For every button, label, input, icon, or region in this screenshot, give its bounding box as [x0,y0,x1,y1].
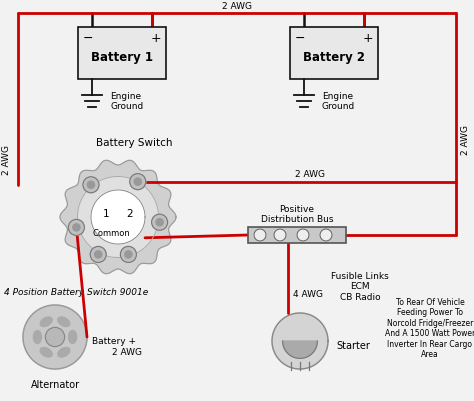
Circle shape [46,328,64,347]
Text: Fusible Links
ECM
CB Radio: Fusible Links ECM CB Radio [331,271,389,301]
Text: Engine
Ground: Engine Ground [322,92,355,111]
Ellipse shape [58,348,70,357]
Ellipse shape [40,348,52,357]
Circle shape [125,251,132,258]
Text: 2 AWG: 2 AWG [295,169,325,178]
Circle shape [320,229,332,241]
Circle shape [90,247,106,263]
Text: Positive
Distribution Bus: Positive Distribution Bus [261,204,333,223]
Polygon shape [91,190,145,245]
Polygon shape [60,161,176,274]
Ellipse shape [58,317,70,327]
Circle shape [120,247,137,263]
Text: −: − [295,31,305,45]
Circle shape [95,251,102,258]
Ellipse shape [33,331,41,344]
Text: +: + [151,31,161,45]
Circle shape [274,229,286,241]
Circle shape [68,220,84,236]
Circle shape [134,178,141,186]
Polygon shape [77,177,159,258]
Text: Battery 1: Battery 1 [91,51,153,64]
Ellipse shape [40,317,52,327]
Polygon shape [23,305,87,369]
Text: Common: Common [93,229,131,237]
Ellipse shape [69,331,77,344]
Text: Battery +: Battery + [92,337,136,346]
FancyBboxPatch shape [290,28,378,80]
Text: 1: 1 [103,209,110,218]
Text: 2: 2 [126,209,133,218]
Text: 2 AWG: 2 AWG [222,2,252,11]
Text: 2 AWG: 2 AWG [1,145,10,174]
Text: −: − [83,31,93,45]
Text: +: + [363,31,374,45]
Circle shape [254,229,266,241]
Text: Engine
Ground: Engine Ground [110,92,143,111]
Circle shape [73,224,80,231]
Polygon shape [272,313,328,369]
FancyBboxPatch shape [78,28,166,80]
FancyBboxPatch shape [248,227,346,243]
Text: 4 Position Battery Switch 9001e: 4 Position Battery Switch 9001e [4,287,148,296]
Text: Starter: Starter [336,340,370,350]
Text: To Rear Of Vehicle
Feeding Power To
Norcold Fridge/Freezer
And A 1500 Watt Power: To Rear Of Vehicle Feeding Power To Norc… [385,297,474,358]
Text: Alternator: Alternator [30,379,80,389]
Text: 4 AWG: 4 AWG [293,290,323,299]
Text: 2 AWG: 2 AWG [112,347,142,356]
Circle shape [83,177,99,193]
Circle shape [87,182,94,189]
Circle shape [130,174,146,190]
Circle shape [297,229,309,241]
Text: 2 AWG: 2 AWG [461,125,470,155]
Text: Battery Switch: Battery Switch [96,138,172,148]
Circle shape [156,219,163,226]
Circle shape [152,215,168,231]
Text: Battery 2: Battery 2 [303,51,365,64]
Polygon shape [283,341,318,358]
